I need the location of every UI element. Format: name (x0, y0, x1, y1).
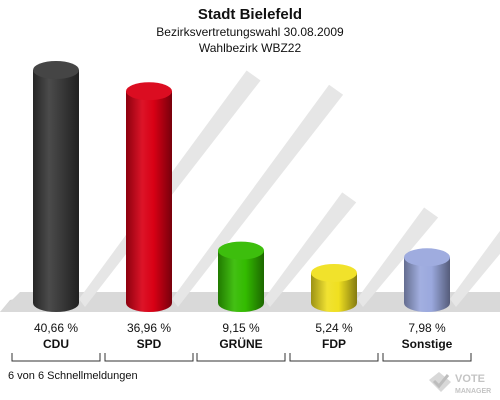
category-label-cdu: CDU (43, 337, 69, 351)
bar-top-fdp (311, 263, 357, 282)
bar-shadow-sonstige (450, 230, 500, 307)
bar-top-cdu (33, 61, 79, 79)
bar-top-grüne (218, 241, 264, 260)
bar-sonstige (404, 257, 450, 312)
bar-fdp (311, 272, 357, 312)
category-label-fdp: FDP (322, 337, 346, 351)
category-bracket-fdp (289, 353, 379, 362)
votemanager-logo: VOTE MANAGER (429, 372, 491, 395)
reporting-status: 6 von 6 Schnellmeldungen (8, 370, 138, 382)
category-label-grüne: GRÜNE (219, 336, 262, 351)
value-label-sonstige: 7,98 % (408, 321, 446, 335)
bar-spd (126, 91, 172, 312)
bar-top-sonstige (404, 248, 450, 267)
category-bracket-sonstige (382, 353, 472, 362)
value-label-cdu: 40,66 % (34, 321, 78, 335)
logo-text-vote: VOTE (455, 373, 485, 385)
bar-shadow-spd (172, 84, 344, 307)
ballot-check-icon (429, 372, 451, 392)
chart-title: Stadt Bielefeld (197, 6, 303, 23)
chart-header: Stadt Bielefeld Bezirksvertretungswahl 3… (0, 6, 500, 56)
bar-shadow-fdp (357, 207, 439, 307)
bar-grüne (218, 250, 264, 312)
chart-subtitle-line-1: Bezirksvertretungswahl 30.08.2009 (156, 25, 344, 39)
bar-top-spd (126, 82, 172, 101)
category-label-spd: SPD (137, 337, 162, 351)
chart-subtitle-line-2: Wahlbezirk WBZ22 (198, 41, 302, 55)
bar-shadow-grüne (264, 192, 357, 307)
category-bracket-grüne (196, 353, 286, 362)
category-bracket-cdu (11, 353, 101, 362)
value-label-grüne: 9,15 % (222, 321, 260, 335)
bar-cdu (33, 70, 79, 312)
logo-text-manager: MANAGER (455, 388, 491, 395)
value-label-fdp: 5,24 % (315, 321, 353, 335)
category-bracket-spd (104, 353, 194, 362)
category-label-sonstige: Sonstige (402, 337, 453, 351)
value-label-spd: 36,96 % (127, 321, 171, 335)
